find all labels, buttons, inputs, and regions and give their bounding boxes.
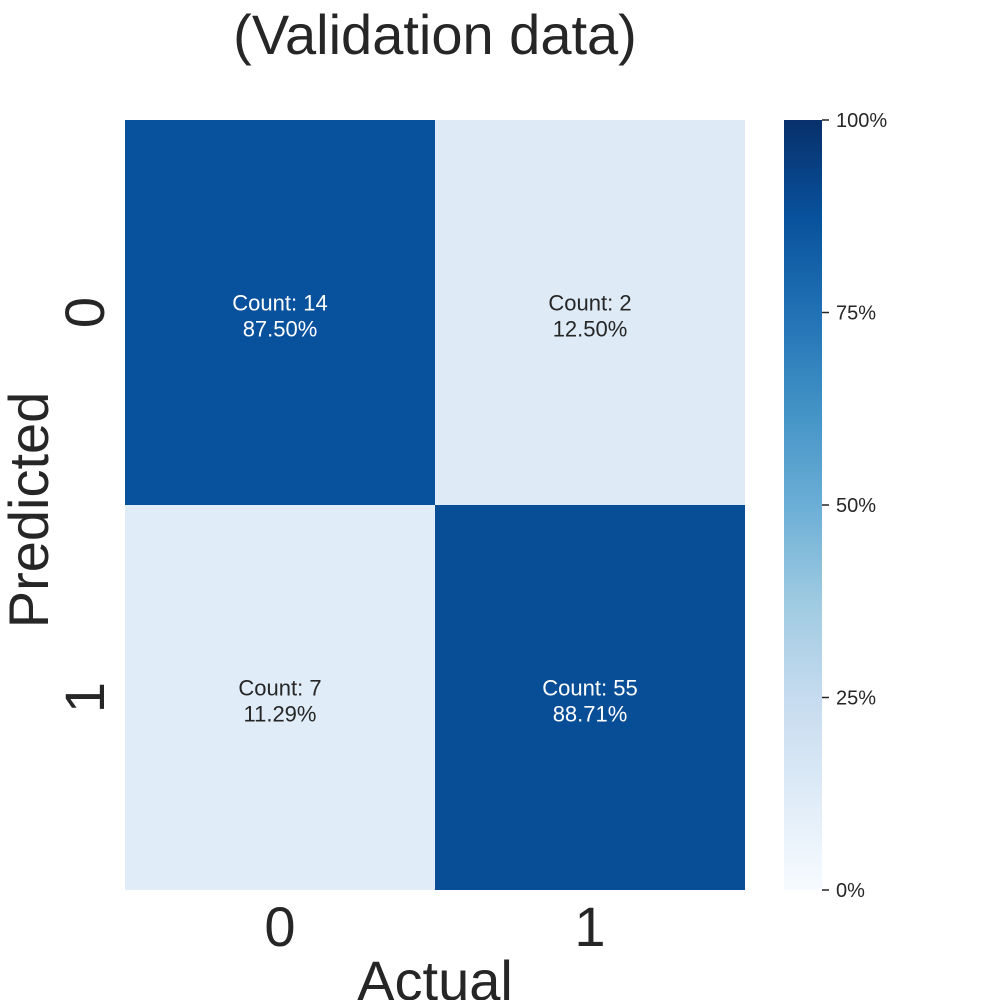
colorbar-tick-label: 0% [836,880,865,902]
colorbar-tick-label: 50% [836,495,876,517]
y-tick-label: 1 [53,682,116,713]
cell-percent-label: 12.50% [553,317,628,342]
cell-percent-label: 88.71% [553,702,628,727]
cell-percent-label: 87.50% [243,317,318,342]
colorbar-ticks: 0% 25% 50% 75% 100% [822,110,887,902]
colorbar-tick-label: 25% [836,688,876,710]
cell-count-label: Count: 55 [542,676,637,701]
heatmap-cell [125,120,435,505]
cell-count-label: Count: 14 [232,291,327,316]
x-axis-label: Actual [357,949,513,1000]
heatmap-cell [435,120,745,505]
y-tick-label: 0 [53,297,116,328]
chart-title: (Validation data) [233,3,637,66]
colorbar [784,120,822,890]
heatmap-cell [125,505,435,890]
x-tick-label: 0 [264,895,295,958]
colorbar-tick-label: 75% [836,303,876,325]
x-tick-label: 1 [574,895,605,958]
colorbar-tick-label: 100% [836,110,887,132]
cell-percent-label: 11.29% [244,702,317,727]
heatmap-cell [435,505,745,890]
y-tick-labels: 01 [53,297,116,713]
y-axis-label: Predicted [0,392,60,629]
heatmap-cells [125,120,745,890]
cell-count-label: Count: 7 [238,676,321,701]
cell-count-label: Count: 2 [548,291,631,316]
